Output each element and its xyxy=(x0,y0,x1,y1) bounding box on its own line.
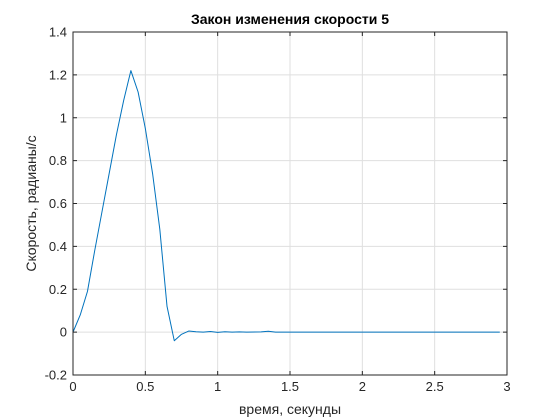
x-tick-label: 2.5 xyxy=(426,379,444,394)
y-tick-label: 1.4 xyxy=(49,25,67,40)
x-tick-label: 2 xyxy=(359,379,366,394)
y-tick-label: 0 xyxy=(60,325,67,340)
y-tick-label: -0.2 xyxy=(45,368,67,383)
ticks: 0 0.5 1 1.5 2 2.5 3-0.200.20.40.60.811.21.4 xyxy=(45,25,511,395)
x-tick-label: 0 xyxy=(69,379,76,394)
x-tick-label: 0.5 xyxy=(136,379,154,394)
y-tick-label: 0.2 xyxy=(49,282,67,297)
x-axis-label: время, секунды xyxy=(239,401,341,417)
y-tick-label: 0.8 xyxy=(49,153,67,168)
data-series xyxy=(72,70,500,342)
series-line xyxy=(72,70,500,342)
x-tick-label: 1 xyxy=(214,379,221,394)
x-tick-label: 3 xyxy=(503,379,510,394)
y-tick-label: 0.6 xyxy=(49,196,67,211)
chart-title: Закон изменения скорости 5 xyxy=(191,11,389,27)
y-axis-label: Скорость, радианы/с xyxy=(23,135,39,271)
y-tick-label: 1 xyxy=(60,110,67,125)
y-tick-label: 1.2 xyxy=(49,67,67,82)
x-tick-label: 1.5 xyxy=(281,379,299,394)
y-tick-label: 0.4 xyxy=(49,239,67,254)
